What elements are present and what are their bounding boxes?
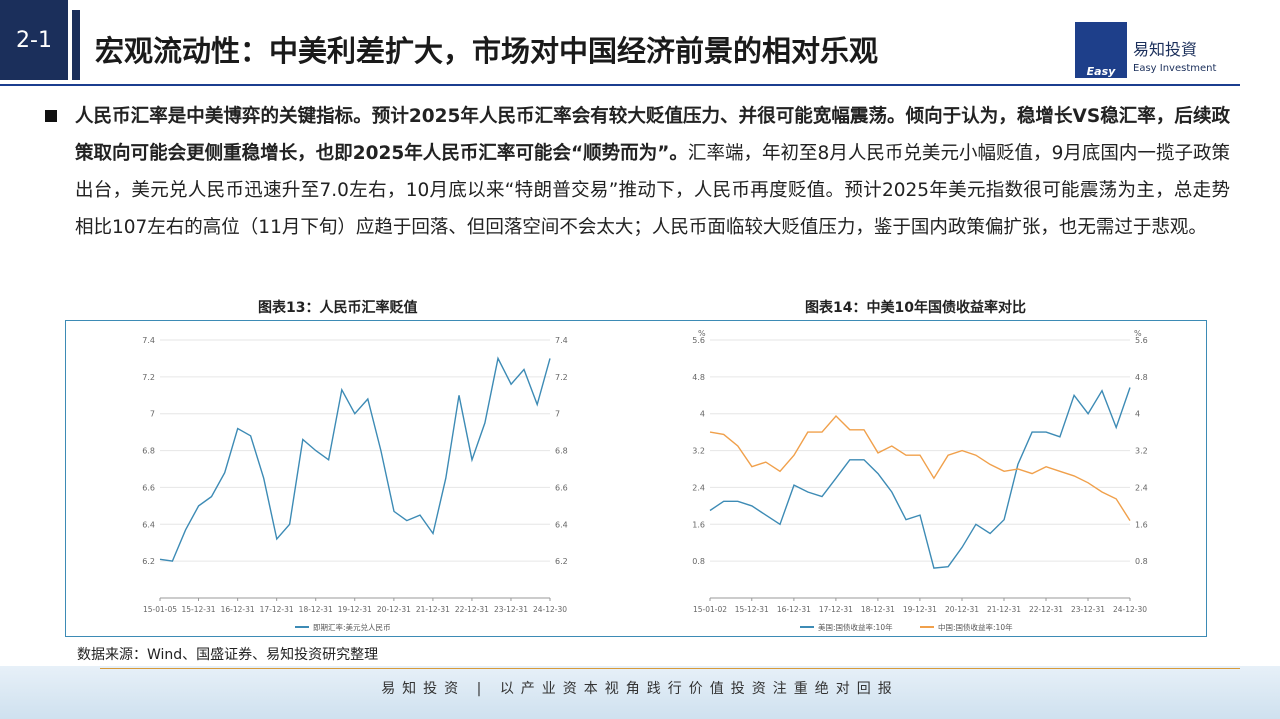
series-line	[159, 356, 551, 562]
y-tick-label: 5.6	[692, 336, 705, 345]
footer-slogan: 以产业资本视角践行价值投资注重绝对回报	[499, 681, 899, 697]
x-tick-label: 20-12-31	[377, 605, 411, 614]
legend-label: 即期汇率:美元兑人民币	[313, 622, 391, 632]
y-tick-label: 6.2	[142, 557, 155, 566]
x-tick-label: 16-12-31	[221, 605, 255, 614]
x-tick-label: 23-12-31	[1071, 605, 1105, 614]
x-tick-label: 22-12-31	[1029, 605, 1063, 614]
footer-rule	[100, 668, 1240, 669]
x-tick-label: 20-12-31	[945, 605, 979, 614]
x-tick-label: 24-12-30	[533, 605, 567, 614]
chart: 6.2 6.2 6.4 6.4 6.6 6.6 6.8 6.8 7 7 7.2 7.2 7.4 7.4 15…	[142, 336, 568, 632]
body-text: 汇率端，年初至8月人民币兑美元小幅贬值，9月底国内一揽子政策出台，美元兑人民币迅…	[75, 143, 1231, 238]
y2-tick-label: 7.2	[555, 373, 568, 382]
series-line	[709, 387, 1131, 569]
chart-caption: 图表14：中美10年国债收益率对比	[805, 300, 1026, 316]
y-tick-label: 3.2	[692, 447, 705, 456]
x-tick-label: 18-12-31	[299, 605, 333, 614]
y2-tick-label: 3.2	[1135, 447, 1148, 456]
x-tick-label: 15-01-05	[143, 605, 177, 614]
y-tick-label: 7.2	[142, 373, 155, 382]
x-tick-label: 18-12-31	[861, 605, 895, 614]
x-tick-label: 21-12-31	[416, 605, 450, 614]
x-tick-label: 19-12-31	[903, 605, 937, 614]
y2-tick-label: 7.4	[555, 336, 568, 345]
legend-label: 美国:国债收益率:10年	[818, 622, 893, 632]
y2-tick-label: 2.4	[1135, 483, 1148, 492]
y2-tick-label: 1.6	[1135, 520, 1148, 529]
y-tick-label: 6.6	[142, 483, 155, 492]
x-tick-label: 15-12-31	[181, 605, 215, 614]
paragraph: 人民币汇率是中美博弈的关键指标。预计2025年人民币汇率会有较大贬值压力、并很可…	[75, 98, 1230, 246]
y-tick-label: 7	[150, 410, 155, 419]
y-tick-label: 0.8	[692, 557, 705, 566]
y-tick-label: 4	[700, 410, 705, 419]
x-tick-label: 21-12-31	[987, 605, 1021, 614]
x-tick-label: 17-12-31	[819, 605, 853, 614]
logo-name: 易知投資	[1133, 40, 1198, 59]
x-tick-label: 24-12-30	[1113, 605, 1147, 614]
chart-frame	[65, 320, 1207, 637]
source: 数据来源：Wind、国盛证券、易知投资研究整理	[77, 647, 379, 663]
series-line	[709, 414, 1131, 521]
y-tick-label: 6.8	[142, 447, 155, 456]
chart-caption: 图表13：人民币汇率贬值	[258, 300, 418, 316]
x-tick-label: 15-12-31	[735, 605, 769, 614]
legend-label: 中国:国债收益率:10年	[938, 622, 1013, 632]
slide-title: 宏观流动性：中美利差扩大，市场对中国经济前景的相对乐观	[95, 34, 879, 68]
title-bar	[72, 10, 80, 80]
footer-brand: 易知投资	[381, 681, 466, 697]
x-tick-label: 15-01-02	[693, 605, 727, 614]
y-tick-label: 4.8	[692, 373, 705, 382]
y2-tick-label: 0.8	[1135, 557, 1148, 566]
x-tick-label: 17-12-31	[260, 605, 294, 614]
x-tick-label: 22-12-31	[455, 605, 489, 614]
footer: 易知投资 | 以产业资本视角践行价值投资注重绝对回报	[381, 681, 899, 697]
y-tick-label: 7.4	[142, 336, 155, 345]
bullet	[45, 110, 57, 122]
y2-tick-label: 6.4	[555, 520, 568, 529]
x-tick-label: 23-12-31	[494, 605, 528, 614]
y2-tick-label: 4	[1135, 410, 1140, 419]
logo-mark: Easy	[1075, 22, 1127, 78]
logo-sub: Easy Investment	[1133, 63, 1217, 74]
y-unit: %	[698, 329, 706, 338]
y2-tick-label: 4.8	[1135, 373, 1148, 382]
y2-tick-label: 5.6	[1135, 336, 1148, 345]
y-tick-label: 1.6	[692, 520, 705, 529]
footer-band	[0, 666, 1280, 719]
x-tick-label: 16-12-31	[777, 605, 811, 614]
y-tick-label: 6.4	[142, 520, 155, 529]
bold-text: 人民币汇率是中美博弈的关键指标。预计2025年人民币汇率会有较大贬值压力、并很可…	[75, 106, 1230, 164]
y2-tick-label: 7	[555, 410, 560, 419]
y2-tick-label: 6.2	[555, 557, 568, 566]
title-rule	[0, 84, 1240, 86]
y2-tick-label: 6.6	[555, 483, 568, 492]
section-tag: 2-1	[0, 0, 68, 80]
x-tick-label: 19-12-31	[338, 605, 372, 614]
chart: 0.8 0.8 1.6 1.6 2.4 2.4 3.2 3.2 4 4 4.8 4.8 5.6 5.6%%…	[692, 329, 1148, 632]
y2-tick-label: 6.8	[555, 447, 568, 456]
y2-unit: %	[1134, 329, 1142, 338]
y-tick-label: 2.4	[692, 483, 705, 492]
